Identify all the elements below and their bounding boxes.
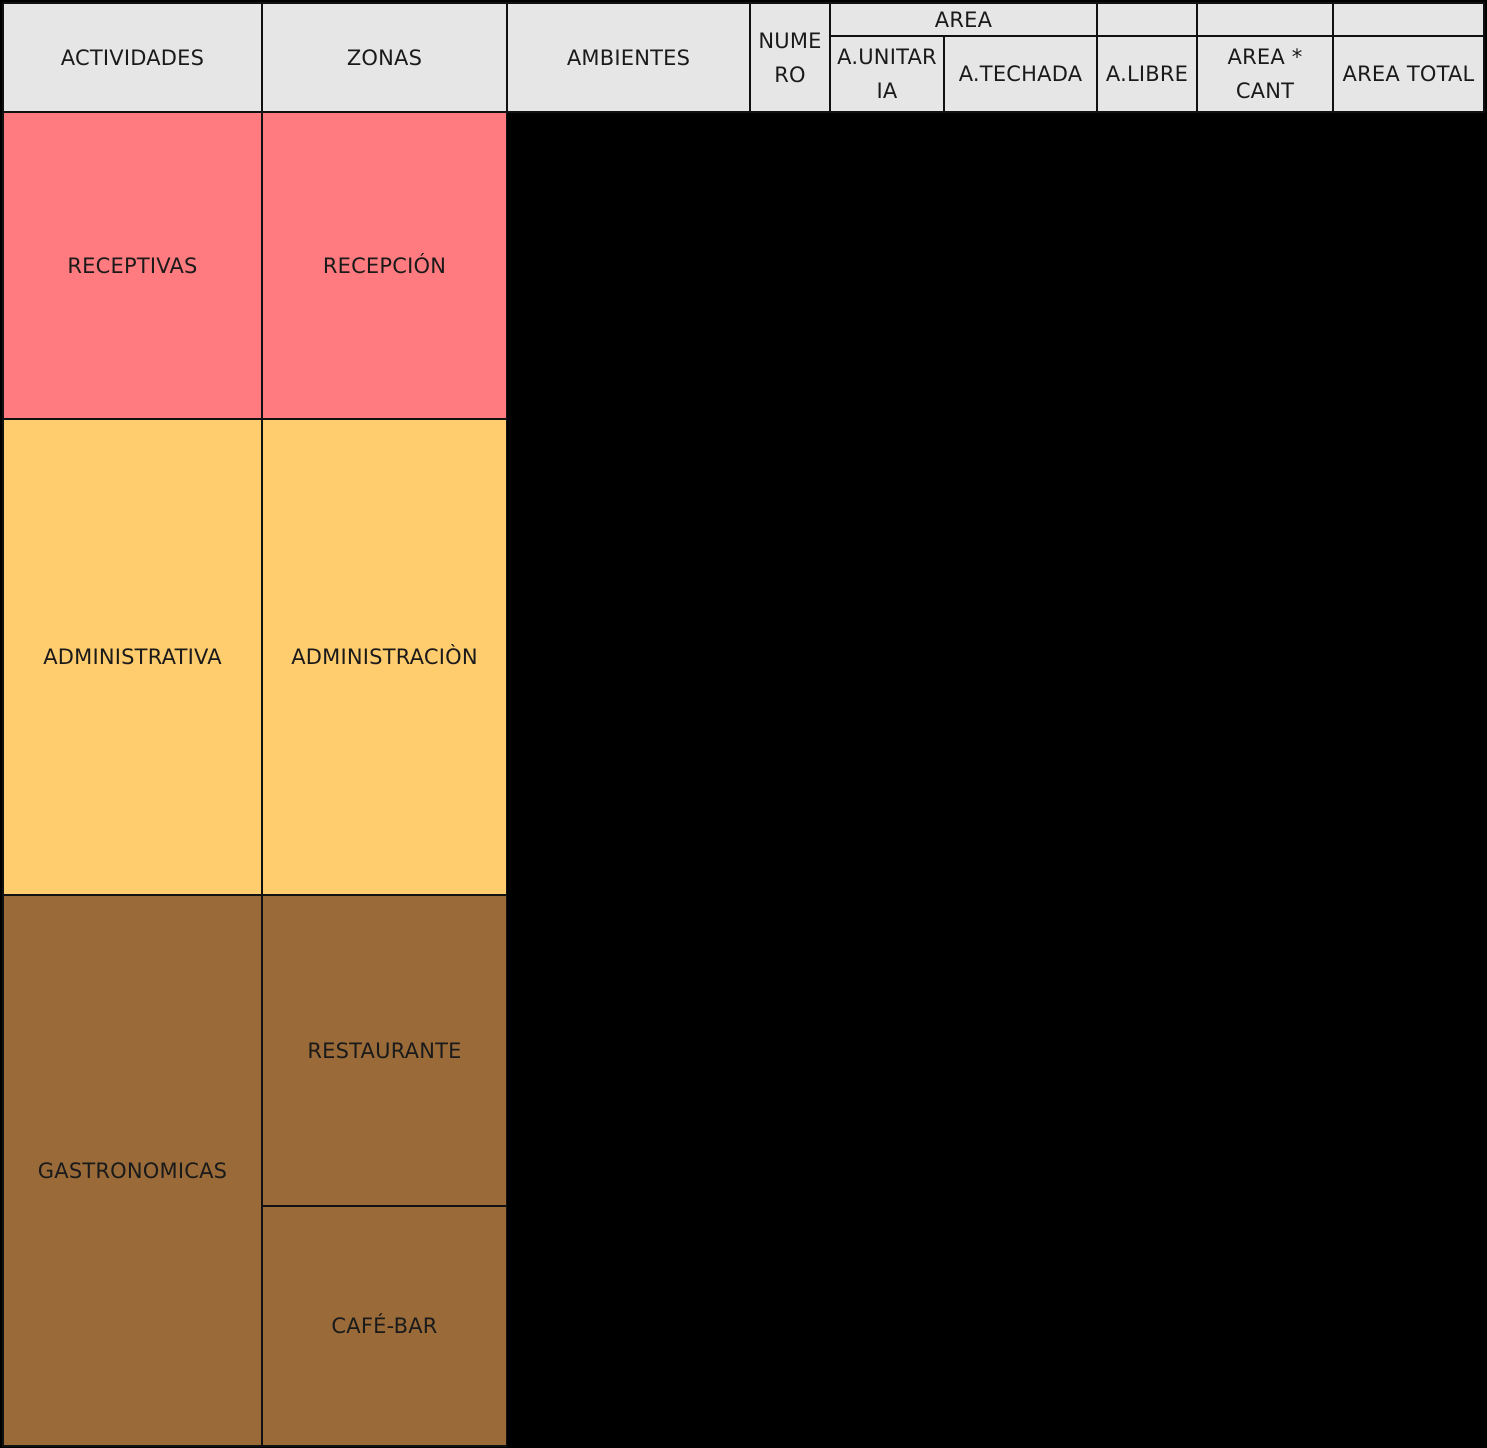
cell-actividad-administrativa: ADMINISTRATIVA bbox=[2, 418, 263, 896]
cell-zona-recepcion: RECEPCIÓN bbox=[261, 111, 508, 420]
header-area-total: AREA TOTAL bbox=[1332, 35, 1485, 113]
cell-actividad-receptivas: RECEPTIVAS bbox=[2, 111, 263, 420]
header-a-unitaria: A.UNITARIA bbox=[829, 35, 945, 113]
header-blank-3 bbox=[1332, 2, 1485, 37]
header-a-libre: A.LIBRE bbox=[1096, 35, 1198, 113]
header-ambientes: AMBIENTES bbox=[506, 2, 751, 113]
header-actividades: ACTIVIDADES bbox=[2, 2, 263, 113]
header-a-techada: A.TECHADA bbox=[943, 35, 1098, 113]
data-area-redacted bbox=[507, 113, 1487, 1448]
header-zonas: ZONAS bbox=[261, 2, 508, 113]
header-area-group: AREA bbox=[829, 2, 1098, 37]
header-blank-1 bbox=[1096, 2, 1198, 37]
header-area-cant: AREA * CANT bbox=[1196, 35, 1334, 113]
cell-zona-cafe-bar: CAFÉ-BAR bbox=[261, 1205, 508, 1447]
cell-zona-administracion: ADMINISTRACIÒN bbox=[261, 418, 508, 896]
cell-zona-restaurante: RESTAURANTE bbox=[261, 894, 508, 1207]
header-numero: NUMERO bbox=[749, 2, 831, 113]
cell-actividad-gastronomicas: GASTRONOMICAS bbox=[2, 894, 263, 1447]
header-blank-2 bbox=[1196, 2, 1334, 37]
